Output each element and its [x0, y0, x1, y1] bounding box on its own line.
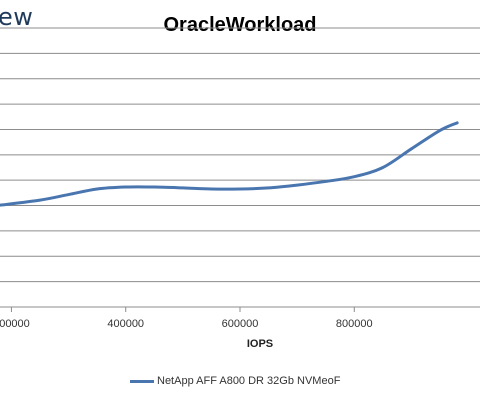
brand-logo-text: ew — [0, 3, 34, 31]
x-tick-label: 600000 — [222, 318, 259, 330]
legend-label: NetApp AFF A800 DR 32Gb NVMeoF — [157, 375, 341, 387]
series-line — [0, 121, 459, 207]
x-tick-labels: 200000 400000 600000 800000 — [0, 307, 373, 330]
x-axis-label: IOPS — [246, 338, 274, 350]
legend: NetApp AFF A800 DR 32Gb NVMeoF — [130, 374, 340, 388]
x-tick-label: 200000 — [0, 318, 30, 330]
chart-title: OracleWorkload — [163, 14, 317, 36]
legend-swatch — [130, 379, 154, 383]
x-tick-label: 400000 — [107, 318, 144, 330]
grid-lines — [0, 27, 480, 308]
x-tick-label: 800000 — [336, 318, 373, 330]
